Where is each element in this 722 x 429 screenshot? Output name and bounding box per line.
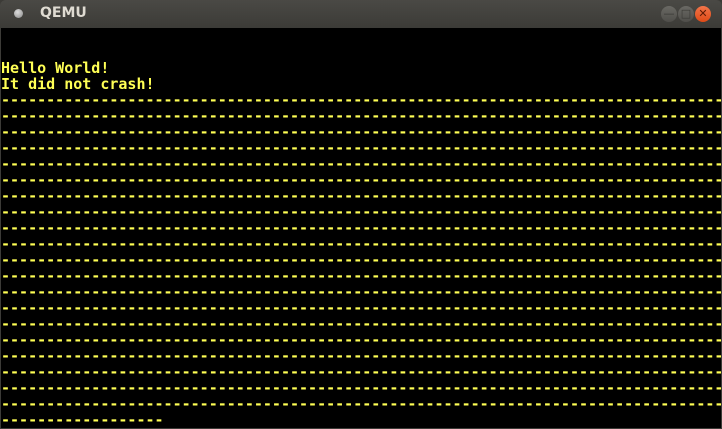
console-line: ----------------------------------------… <box>1 299 721 317</box>
console-line: Hello World! <box>1 59 110 77</box>
console-line: ----------------------------------------… <box>1 331 721 349</box>
maximize-button[interactable]: □ <box>678 6 694 22</box>
console-line: ----------------------------------------… <box>1 139 721 157</box>
window-title: QEMU <box>40 5 87 21</box>
qemu-app-icon[interactable] <box>14 9 23 18</box>
console-line: ----------------------------------------… <box>1 171 721 189</box>
console-line: ----------------------------------------… <box>1 219 721 237</box>
console-line: ----------------------------------------… <box>1 203 721 221</box>
console-line: ----------------------------------------… <box>1 379 721 397</box>
console-line: ----------------------------------------… <box>1 315 721 333</box>
console-line: ----------------------------------------… <box>1 235 721 253</box>
title-bar[interactable]: QEMU — □ ✕ <box>0 0 722 28</box>
console-line: ------------------ <box>1 411 164 428</box>
console-line: ----------------------------------------… <box>1 395 721 413</box>
console-line: ----------------------------------------… <box>1 267 721 285</box>
maximize-icon: □ <box>680 7 692 20</box>
console-line: ----------------------------------------… <box>1 123 721 141</box>
console-line: ----------------------------------------… <box>1 187 721 205</box>
minimize-button[interactable]: — <box>661 6 677 22</box>
vm-display[interactable]: Hello World! It did not crash! -----------… <box>1 28 721 428</box>
console-line: ----------------------------------------… <box>1 107 721 125</box>
close-button[interactable]: ✕ <box>695 6 711 22</box>
console-line: ----------------------------------------… <box>1 91 721 109</box>
minimize-icon: — <box>663 7 675 20</box>
console-line: ----------------------------------------… <box>1 347 721 365</box>
console-line: ----------------------------------------… <box>1 155 721 173</box>
close-icon: ✕ <box>698 7 708 20</box>
console-line: It did not crash! <box>1 75 155 93</box>
console-line: ----------------------------------------… <box>1 283 721 301</box>
console-line: ----------------------------------------… <box>1 251 721 269</box>
console-line: ----------------------------------------… <box>1 363 721 381</box>
